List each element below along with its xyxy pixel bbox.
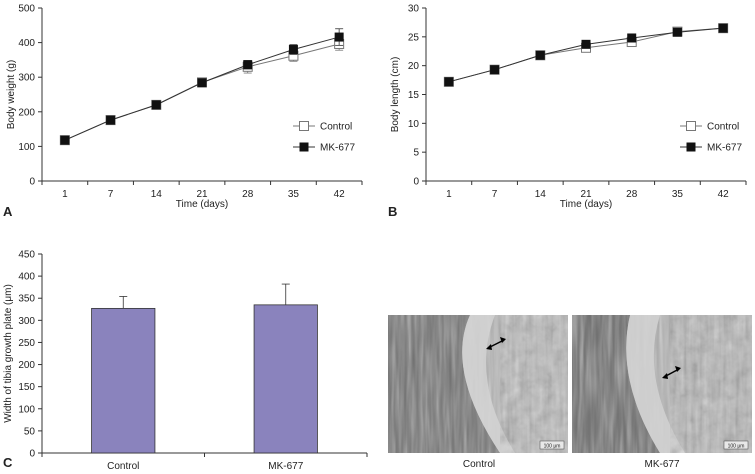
- x-tick-label: Control: [107, 461, 139, 472]
- data-point: [60, 135, 70, 145]
- y-tick-label: 200: [18, 360, 35, 371]
- x-tick-label: 35: [672, 189, 684, 200]
- x-tick-label: 1: [62, 189, 68, 200]
- x-tick-label: 42: [334, 189, 346, 200]
- panel-label: B: [388, 204, 397, 219]
- legend-marker: [299, 121, 309, 131]
- y-tick-label: 450: [18, 250, 35, 261]
- data-point: [243, 60, 253, 70]
- legend-label: MK-677: [320, 143, 355, 154]
- micrograph-mk677: 100 μm: [572, 315, 752, 453]
- y-tick-label: 20: [408, 61, 420, 72]
- y-tick-label: 300: [18, 73, 35, 84]
- x-tick-label: 7: [108, 189, 114, 200]
- legend-marker: [686, 121, 696, 131]
- scale-bar-label: 100 μm: [544, 444, 561, 450]
- x-tick-label: 14: [151, 189, 163, 200]
- legend-label: MK-677: [707, 143, 742, 154]
- data-point: [444, 77, 454, 87]
- y-tick-label: 500: [18, 4, 35, 15]
- data-point: [672, 27, 682, 37]
- y-tick-label: 50: [24, 426, 36, 437]
- y-axis-label: Body length (cm): [390, 57, 401, 133]
- y-tick-label: 0: [29, 449, 35, 460]
- data-point: [288, 45, 298, 55]
- scale-bar-label: 100 μm: [728, 444, 745, 450]
- data-point: [581, 39, 591, 49]
- y-axis-label: Width of tibia growth plate (μm): [3, 284, 14, 423]
- bar-0: [91, 307, 156, 454]
- x-tick-label: 28: [242, 189, 254, 200]
- micrograph-label-control: Control: [463, 459, 495, 470]
- legend-label: Control: [707, 122, 739, 133]
- y-axis-label: Body weight (g): [6, 60, 17, 129]
- bar-1: [253, 304, 318, 454]
- y-tick-label: 5: [413, 148, 419, 159]
- data-point: [151, 100, 161, 110]
- y-tick-label: 100: [18, 404, 35, 415]
- y-tick-label: 250: [18, 338, 35, 349]
- data-point: [535, 50, 545, 60]
- data-point: [627, 33, 637, 43]
- x-tick-label: 7: [492, 189, 498, 200]
- data-point: [718, 23, 728, 33]
- y-tick-label: 15: [408, 90, 420, 101]
- y-tick-label: 400: [18, 272, 35, 283]
- micrograph-panel: 100 μm 100 μm Control MK-677: [388, 315, 752, 470]
- y-tick-label: 30: [408, 4, 420, 15]
- data-point: [490, 65, 500, 75]
- y-tick-label: 100: [18, 142, 35, 153]
- panel-label: C: [3, 455, 13, 470]
- y-tick-label: 0: [413, 177, 419, 188]
- micrograph-label-mk677: MK-677: [644, 459, 679, 470]
- y-tick-label: 300: [18, 316, 35, 327]
- y-tick-label: 400: [18, 38, 35, 49]
- legend-marker: [686, 142, 696, 152]
- x-tick-label: 42: [718, 189, 730, 200]
- y-tick-label: 10: [408, 119, 420, 130]
- chart-panel-b: 0 5 10 15 20 25 30 1 7 14 21 28 35 42 Time (days) Body …: [388, 4, 747, 219]
- chart-panel-c: 0 50 100 150 200 250 300 350 400 450 Control MK-677…: [3, 250, 368, 472]
- panel-label: A: [3, 204, 13, 219]
- data-point: [106, 115, 116, 125]
- x-tick-label: 35: [288, 189, 300, 200]
- x-tick-label: 14: [535, 189, 547, 200]
- data-point: [197, 78, 207, 88]
- y-tick-label: 150: [18, 382, 35, 393]
- y-tick-label: 200: [18, 107, 35, 118]
- legend-marker: [299, 142, 309, 152]
- legend-label: Control: [320, 122, 352, 133]
- x-tick-label: 21: [580, 189, 592, 200]
- x-tick-label: MK-677: [268, 461, 303, 472]
- data-point: [334, 32, 344, 42]
- micrograph-control: 100 μm: [388, 315, 568, 453]
- y-tick-label: 0: [29, 177, 35, 188]
- y-tick-label: 25: [408, 32, 420, 43]
- y-tick-label: 350: [18, 294, 35, 305]
- x-tick-label: 28: [626, 189, 638, 200]
- chart-panel-a: 0 100 200 300 400 500 1 7 14 21 28 35 42 Time (days) B…: [3, 4, 363, 219]
- x-axis-label: Time (days): [176, 199, 228, 210]
- x-tick-label: 1: [446, 189, 452, 200]
- x-tick-label: 21: [196, 189, 208, 200]
- x-axis-label: Time (days): [560, 199, 612, 210]
